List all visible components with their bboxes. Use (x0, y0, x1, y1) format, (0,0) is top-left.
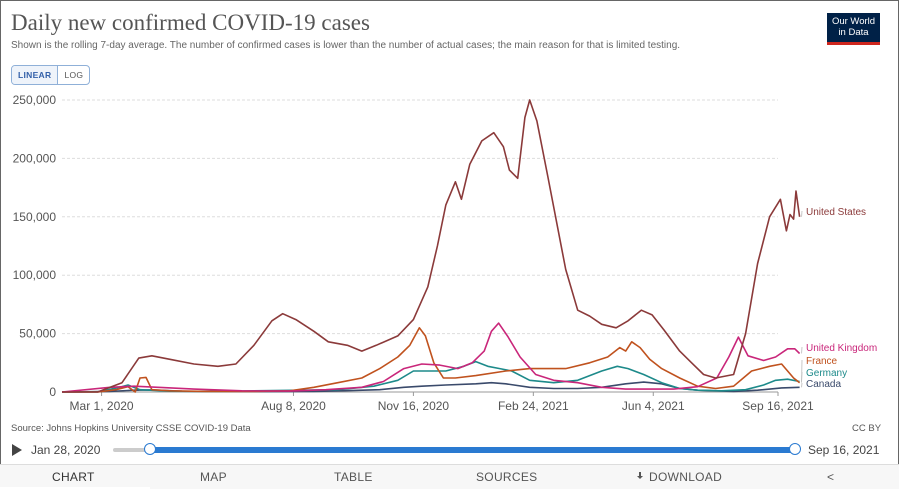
line-chart: 0 50,000 100,000 150,000 200,000 250,000 Mar 1… (0, 0, 899, 420)
y-tick-label: 200,000 (13, 151, 57, 165)
y-tick-label: 50,000 (19, 327, 56, 341)
legend-label-germany: Germany (806, 368, 847, 379)
timeline: Jan 28, 2020 Sep 16, 2021 (0, 438, 899, 462)
play-icon[interactable] (12, 444, 22, 456)
x-tick-label: Sep 16, 2021 (742, 399, 814, 413)
x-tick-label: Feb 24, 2021 (498, 399, 569, 413)
tab-chart[interactable]: CHART (52, 470, 95, 484)
license-label[interactable]: CC BY (852, 423, 881, 434)
timeline-selected-range[interactable] (150, 447, 795, 453)
tab-sources[interactable]: SOURCES (476, 470, 537, 484)
y-tick-label: 0 (49, 385, 56, 399)
timeline-start-label: Jan 28, 2020 (31, 443, 100, 457)
x-tick-label: Nov 16, 2020 (378, 399, 450, 413)
series-line-united-states (62, 100, 800, 392)
legend-label-united-kingdom: United Kingdom (806, 343, 877, 354)
y-tick-label: 100,000 (13, 268, 57, 282)
timeline-start-handle[interactable] (144, 443, 156, 455)
download-icon (636, 472, 644, 481)
x-tick-label: Jun 4, 2021 (622, 399, 685, 413)
timeline-end-label: Sep 16, 2021 (808, 443, 879, 457)
x-tick-label: Aug 8, 2020 (261, 399, 326, 413)
legend-label-france: France (806, 356, 838, 367)
legend-label-canada: Canada (806, 379, 841, 390)
y-tick-label: 250,000 (13, 93, 57, 107)
source-note[interactable]: Source: Johns Hopkins University CSSE CO… (11, 423, 251, 434)
share-icon[interactable]: < (827, 470, 834, 484)
tab-download-label: DOWNLOAD (649, 470, 722, 484)
y-tick-label: 150,000 (13, 210, 57, 224)
tab-download[interactable]: DOWNLOAD (636, 470, 722, 484)
x-tick-label: Mar 1, 2020 (70, 399, 134, 413)
tab-table[interactable]: TABLE (334, 470, 373, 484)
tab-map[interactable]: MAP (200, 470, 227, 484)
timeline-end-handle[interactable] (789, 443, 801, 455)
legend-label-united-states: United States (806, 207, 866, 218)
tab-bar: CHART MAP TABLE SOURCES DOWNLOAD < (0, 464, 899, 489)
